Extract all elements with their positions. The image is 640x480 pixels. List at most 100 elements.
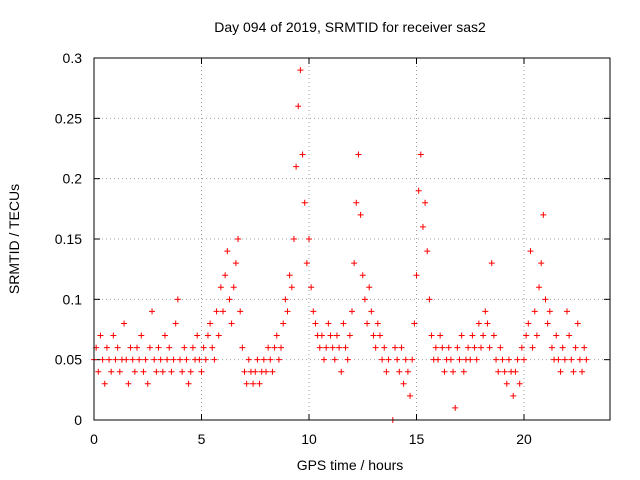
y-tick-label: 0 bbox=[74, 412, 82, 428]
data-point bbox=[435, 356, 441, 363]
data-point bbox=[318, 332, 325, 339]
data-point bbox=[381, 344, 388, 351]
y-tick-label: 0.1 bbox=[63, 291, 83, 307]
data-point bbox=[179, 368, 186, 375]
data-point bbox=[512, 368, 519, 375]
data-point bbox=[366, 284, 373, 291]
y-tick-label: 0.2 bbox=[63, 171, 83, 187]
data-point bbox=[419, 223, 426, 230]
data-point bbox=[527, 248, 534, 255]
data-point bbox=[144, 380, 151, 387]
data-point bbox=[426, 296, 433, 303]
x-axis-tick-labels: 0 5 10 15 20 bbox=[90, 431, 532, 447]
data-point bbox=[278, 344, 285, 351]
data-point bbox=[308, 284, 315, 291]
data-point bbox=[157, 356, 164, 363]
data-point bbox=[149, 308, 156, 315]
data-point bbox=[516, 380, 523, 387]
data-point bbox=[198, 368, 205, 375]
data-point bbox=[323, 344, 330, 351]
data-point bbox=[346, 332, 353, 339]
data-point bbox=[482, 308, 489, 315]
data-point bbox=[359, 272, 366, 279]
data-point bbox=[211, 356, 218, 363]
data-point bbox=[260, 356, 267, 363]
data-point bbox=[557, 368, 564, 375]
data-point bbox=[110, 332, 117, 339]
data-point bbox=[95, 368, 102, 375]
data-point bbox=[398, 344, 405, 351]
data-point bbox=[475, 320, 482, 327]
data-point bbox=[514, 356, 521, 363]
data-point bbox=[263, 368, 269, 375]
data-point bbox=[407, 392, 414, 399]
data-point bbox=[174, 296, 181, 303]
data-point bbox=[488, 260, 495, 267]
data-point bbox=[368, 308, 375, 315]
data-point bbox=[417, 151, 424, 158]
data-point bbox=[159, 368, 166, 375]
data-point bbox=[480, 332, 487, 339]
data-point bbox=[228, 320, 235, 327]
data-point bbox=[581, 344, 588, 351]
data-point bbox=[181, 344, 188, 351]
data-point bbox=[295, 103, 302, 110]
data-point bbox=[168, 368, 175, 375]
data-point bbox=[121, 320, 128, 327]
data-point bbox=[400, 380, 407, 387]
data-point bbox=[101, 380, 108, 387]
data-point bbox=[200, 344, 207, 351]
data-points bbox=[91, 67, 590, 423]
data-point bbox=[161, 332, 168, 339]
data-point bbox=[501, 368, 508, 375]
data-point bbox=[333, 332, 340, 339]
data-point bbox=[525, 320, 532, 327]
axis-ticks bbox=[93, 57, 610, 421]
data-point bbox=[544, 320, 551, 327]
data-point bbox=[166, 344, 173, 351]
data-point bbox=[207, 320, 214, 327]
data-point bbox=[415, 187, 422, 194]
data-point bbox=[284, 308, 291, 315]
data-point bbox=[490, 332, 497, 339]
data-point bbox=[172, 320, 179, 327]
data-point bbox=[495, 368, 502, 375]
data-point bbox=[146, 344, 153, 351]
y-tick-label: 0.15 bbox=[55, 231, 82, 247]
data-point bbox=[409, 356, 416, 363]
data-point bbox=[570, 368, 577, 375]
data-point bbox=[505, 356, 512, 363]
chart-title: Day 094 of 2019, SRMTID for receiver sas… bbox=[214, 19, 486, 35]
data-point bbox=[538, 260, 545, 267]
data-point bbox=[316, 344, 323, 351]
x-tick-label: 20 bbox=[516, 431, 532, 447]
data-point bbox=[564, 308, 570, 315]
data-point bbox=[321, 356, 328, 363]
data-point bbox=[213, 308, 220, 315]
data-point bbox=[336, 344, 343, 351]
data-point bbox=[243, 380, 250, 387]
data-point bbox=[499, 356, 506, 363]
data-point bbox=[103, 344, 110, 351]
y-tick-label: 0.25 bbox=[55, 110, 82, 126]
data-point bbox=[183, 356, 190, 363]
data-point bbox=[542, 296, 549, 303]
data-point bbox=[303, 260, 310, 267]
data-point bbox=[138, 332, 145, 339]
data-point bbox=[217, 284, 224, 291]
data-point bbox=[232, 260, 239, 267]
data-point bbox=[265, 344, 272, 351]
data-point bbox=[454, 344, 461, 351]
data-point bbox=[404, 368, 411, 375]
data-point bbox=[460, 368, 467, 375]
data-point bbox=[312, 320, 319, 327]
data-point bbox=[99, 356, 106, 363]
data-point bbox=[235, 236, 242, 242]
data-point bbox=[204, 332, 211, 339]
data-point bbox=[467, 356, 474, 363]
data-point bbox=[370, 332, 377, 339]
data-point bbox=[374, 320, 381, 327]
data-point bbox=[555, 356, 562, 363]
x-tick-label: 5 bbox=[198, 431, 206, 447]
